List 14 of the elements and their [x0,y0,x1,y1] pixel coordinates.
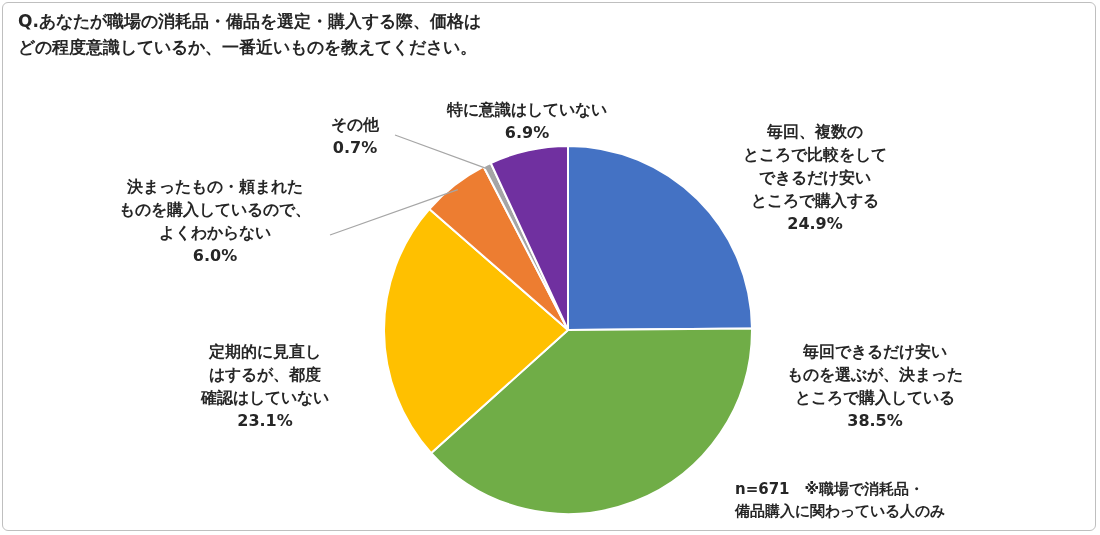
slice-label: その他 [331,115,380,135]
slice-label: 定期的に見直しはするが、都度確認はしていない [200,342,329,408]
slice-label: 毎回できるだけ安いものを選ぶが、決まったところで購入している [787,342,963,408]
data-label: 24.9% [787,214,843,234]
slice-label: 毎回、複数のところで比較をしてできるだけ安いところで購入する [743,122,887,211]
text: n=671 ※職場で消耗品・備品購入に関わっている人のみ [735,479,945,522]
data-label: 0.7% [332,138,378,158]
slice-label: 特に意識はしていない [446,100,607,120]
slice-label: 決まったもの・頼まれたものを購入しているので、よくわからない [119,177,311,243]
data-label: 6.0% [192,246,238,266]
data-label: 23.1% [237,411,293,431]
data-label: 6.9% [504,123,550,143]
data-label: 38.5% [847,411,903,431]
chart-title: Q.あなたが職場の消耗品・備品を選定・購入する際、価格はどの程度意識しているか、一番近いものを教えてください。 [18,10,481,59]
